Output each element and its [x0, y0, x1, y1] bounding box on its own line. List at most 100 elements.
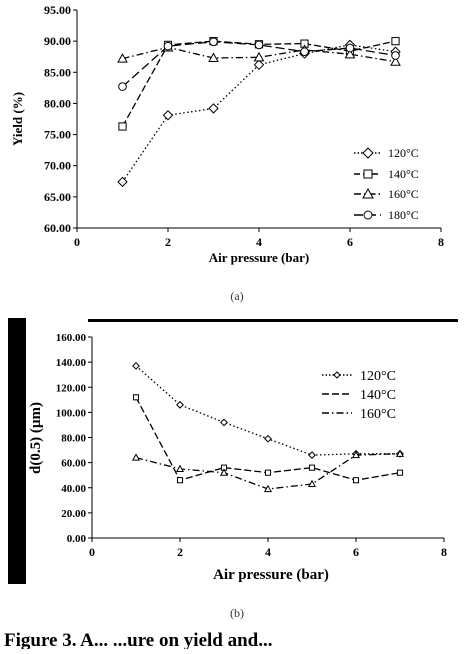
data-point	[345, 43, 355, 53]
data-point	[264, 469, 272, 476]
chart-b-x-ticks: 0 2 4 6 8	[89, 538, 447, 559]
data-point	[208, 103, 219, 114]
data-point	[208, 52, 219, 63]
chart-a-y-ticks: 60.00 65.00 70.00 75.00 80.00 85.00 90.00 95.00	[44, 3, 77, 235]
chart-b-legend-item-120: 120°C	[322, 369, 396, 384]
chart-b-caption: (b)	[230, 606, 244, 620]
data-point	[344, 48, 356, 59]
data-point	[175, 464, 185, 472]
data-point	[131, 453, 141, 461]
y-tick-label: 60.00	[61, 458, 86, 470]
data-point	[391, 37, 400, 46]
chart-b-series	[131, 361, 405, 493]
x-tick-label: 8	[438, 235, 444, 249]
y-tick-label: 120.00	[56, 382, 87, 394]
data-point	[163, 41, 173, 51]
chart-a-y-label: Yield (%)	[10, 92, 25, 146]
data-point	[253, 51, 265, 62]
y-tick-label: 80.00	[44, 96, 71, 110]
x-tick-label: 4	[256, 235, 262, 249]
data-point	[219, 468, 229, 476]
data-point	[118, 82, 127, 91]
data-point	[395, 449, 405, 457]
chart-a-x-ticks: 0 2 4 6 8	[74, 228, 444, 249]
chart-a-legend-item-160: 160°C	[354, 187, 419, 201]
data-point	[209, 37, 218, 47]
legend-label: 180°C	[388, 208, 419, 222]
data-point	[308, 464, 316, 471]
chart-b-y-label: d(0.5) (µm)	[28, 402, 44, 474]
chart-b-legend: 120°C 140°C 160°C	[322, 369, 396, 422]
footer-text: Figure 3. A... ...ure on yield and...	[4, 630, 273, 649]
x-tick-label: 4	[265, 545, 271, 559]
data-point	[391, 51, 400, 60]
chart-a-series	[117, 37, 401, 188]
chart-b-y-ticks: 0.00 20.00 40.00 60.00 80.00 100.00 120.00 140.…	[56, 332, 92, 545]
x-tick-label: 0	[89, 545, 95, 559]
data-point	[307, 479, 317, 488]
legend-label: 140°C	[388, 167, 419, 181]
x-tick-label: 6	[347, 235, 353, 249]
y-tick-label: 60.00	[44, 221, 71, 235]
chart-a-x-label: Air pressure (bar)	[209, 250, 309, 265]
left-black-bar	[8, 318, 26, 584]
y-tick-label: 100.00	[56, 407, 87, 419]
circle-marker-icon	[363, 210, 373, 220]
data-point	[220, 418, 228, 427]
legend-label: 160°C	[388, 187, 419, 201]
top-rule	[88, 319, 458, 322]
data-point	[351, 450, 361, 459]
data-point	[264, 434, 272, 443]
diamond-marker-icon	[362, 147, 374, 159]
y-tick-label: 70.00	[44, 159, 71, 173]
chart-a: 60.00 65.00 70.00 75.00 80.00 85.00 90.00 95.00…	[10, 3, 444, 303]
data-point	[117, 176, 128, 188]
data-point	[300, 47, 309, 57]
series-140c	[132, 394, 404, 484]
data-point	[352, 477, 360, 484]
chart-b: 0.00 20.00 40.00 60.00 80.00 100.00 120.00 140.…	[28, 332, 447, 620]
data-point	[253, 59, 265, 71]
diamond-marker-icon	[333, 371, 341, 379]
y-tick-label: 65.00	[44, 190, 71, 204]
data-point	[117, 53, 128, 63]
x-tick-label: 2	[177, 545, 183, 559]
y-tick-label: 80.00	[61, 433, 86, 445]
data-point	[176, 400, 184, 409]
legend-label: 140°C	[360, 388, 396, 403]
chart-b-legend-item-140: 140°C	[322, 388, 396, 403]
y-tick-label: 95.00	[44, 3, 71, 17]
data-point	[176, 477, 184, 484]
y-tick-label: 85.00	[44, 65, 71, 79]
data-point	[263, 484, 273, 493]
x-tick-label: 2	[165, 235, 171, 249]
legend-label: 120°C	[360, 369, 396, 384]
x-tick-label: 0	[74, 235, 80, 249]
y-tick-label: 20.00	[61, 508, 86, 520]
data-point	[396, 469, 404, 476]
chart-a-legend-item-120: 120°C	[354, 146, 419, 160]
legend-label: 160°C	[360, 407, 396, 422]
chart-a-legend-item-140: 140°C	[354, 167, 419, 181]
y-tick-label: 160.00	[56, 332, 87, 344]
y-tick-label: 0.00	[67, 533, 87, 545]
chart-a-caption: (a)	[230, 289, 243, 303]
chart-a-legend: 120°C 140°C 160°C 180°C	[354, 146, 419, 222]
triangle-marker-icon	[362, 187, 374, 199]
x-tick-label: 8	[441, 545, 447, 559]
y-tick-label: 140.00	[56, 357, 87, 369]
data-point	[132, 361, 140, 370]
series-120c	[117, 39, 401, 188]
x-tick-label: 6	[353, 545, 359, 559]
data-point	[254, 40, 264, 50]
y-tick-label: 40.00	[61, 483, 86, 495]
chart-b-x-label: Air pressure (bar)	[213, 567, 329, 583]
legend-label: 120°C	[388, 146, 419, 160]
series-160c	[131, 449, 405, 493]
data-point	[390, 56, 401, 66]
data-point	[162, 110, 174, 121]
data-point	[132, 394, 140, 401]
chart-a-legend-item-180: 180°C	[354, 208, 419, 222]
